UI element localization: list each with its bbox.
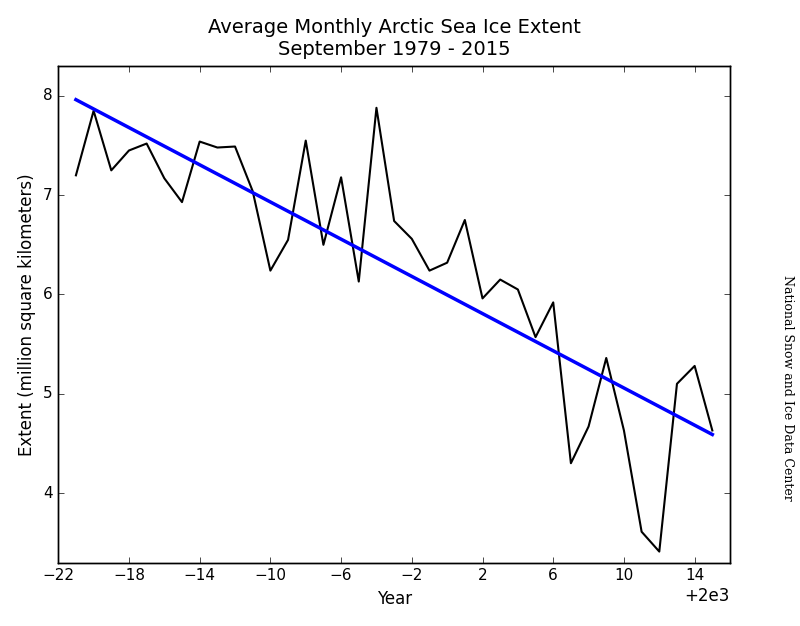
X-axis label: Year: Year (377, 590, 412, 608)
Y-axis label: Extent (million square kilometers): Extent (million square kilometers) (18, 173, 36, 456)
Title: Average Monthly Arctic Sea Ice Extent
September 1979 - 2015: Average Monthly Arctic Sea Ice Extent Se… (208, 18, 581, 59)
Text: National Snow and Ice Data Center: National Snow and Ice Data Center (782, 275, 794, 501)
